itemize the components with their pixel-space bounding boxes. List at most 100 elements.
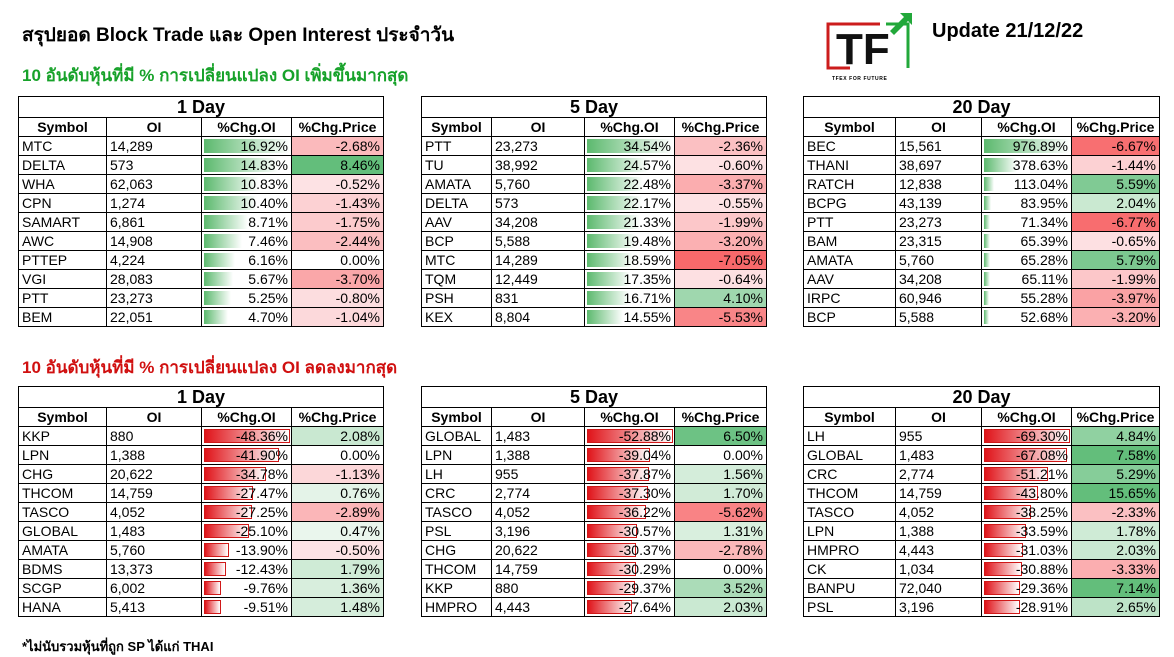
chg-oi-bar	[204, 139, 290, 153]
chg-oi-cell: 16.92%	[201, 136, 292, 156]
chg-oi-bar	[984, 429, 1070, 443]
chg-oi-cell: 22.48%	[584, 174, 675, 194]
chg-oi-value: -27.47%	[235, 485, 288, 501]
chg-oi-bar	[984, 524, 1026, 538]
table-row: BDMS 13,373 -12.43% 1.79%	[18, 559, 384, 579]
chg-oi-cell: 378.63%	[981, 155, 1072, 175]
chg-oi-value: 19.48%	[623, 233, 671, 249]
symbol-cell: PTT	[18, 288, 107, 308]
chg-price-cell: 1.31%	[674, 521, 767, 541]
chg-oi-bar	[984, 581, 1021, 595]
symbol-cell: GLOBAL	[803, 445, 896, 465]
chg-oi-value: -37.87%	[618, 466, 671, 482]
chg-price-cell: -0.65%	[1071, 231, 1160, 251]
chg-oi-value: 14.83%	[240, 157, 288, 173]
symbol-cell: PTT	[803, 212, 896, 232]
chg-oi-bar	[204, 234, 242, 248]
column-header-symbol: Symbol	[421, 117, 492, 137]
symbol-cell: THANI	[803, 155, 896, 175]
chg-price-cell: 0.00%	[291, 445, 384, 465]
symbol-cell: BAM	[803, 231, 896, 251]
chg-oi-value: 976.89%	[1012, 138, 1068, 154]
chg-oi-cell: -37.87%	[584, 464, 675, 484]
chg-oi-bar	[204, 177, 260, 191]
oi-table: 1 Day Symbol OI %Chg.OI %Chg.Price KKP 880 -48.…	[18, 386, 384, 617]
chg-oi-value: -48.36%	[235, 428, 288, 444]
chg-oi-cell: 55.28%	[981, 288, 1072, 308]
oi-cell: 12,838	[895, 174, 982, 194]
chg-oi-bar	[984, 543, 1023, 557]
table-row: SAMART 6,861 8.71% -1.75%	[18, 212, 384, 232]
chg-oi-bar	[984, 158, 1018, 172]
oi-cell: 955	[491, 464, 585, 484]
table-row: BANPU 72,040 -29.36% 7.14%	[803, 578, 1160, 598]
chg-oi-cell: -29.36%	[981, 578, 1072, 598]
chg-price-cell: 1.79%	[291, 559, 384, 579]
chg-price-cell: 1.48%	[291, 597, 384, 617]
table-period-header: 20 Day	[803, 96, 1160, 118]
symbol-cell: PTT	[421, 136, 492, 156]
tf-logo-tagline: TFEX FOR FUTURE	[832, 76, 888, 82]
table-period-header: 1 Day	[18, 96, 384, 118]
chg-oi-bar	[984, 139, 1070, 153]
chg-oi-cell: 17.35%	[584, 269, 675, 289]
table-row: BCP 5,588 19.48% -3.20%	[421, 231, 767, 251]
chg-oi-cell: 19.48%	[584, 231, 675, 251]
chg-oi-bar	[984, 215, 991, 229]
oi-cell: 573	[491, 193, 585, 213]
chg-oi-value: -39.04%	[618, 447, 671, 463]
chg-oi-cell: -30.29%	[584, 559, 675, 579]
chg-oi-cell: 34.54%	[584, 136, 675, 156]
oi-cell: 1,483	[491, 426, 585, 446]
chg-price-cell: 1.70%	[674, 483, 767, 503]
symbol-cell: CK	[803, 559, 896, 579]
table-row: PTT 23,273 34.54% -2.36%	[421, 136, 767, 156]
chg-oi-bar	[204, 600, 221, 614]
symbol-cell: HANA	[18, 597, 107, 617]
chg-price-cell: 0.76%	[291, 483, 384, 503]
oi-table: 20 Day Symbol OI %Chg.OI %Chg.Price LH 955 -69.…	[803, 386, 1160, 617]
chg-price-cell: 5.59%	[1071, 174, 1160, 194]
table-row: AMATA 5,760 22.48% -3.37%	[421, 174, 767, 194]
oi-cell: 1,388	[106, 445, 202, 465]
chg-oi-bar	[984, 234, 990, 248]
table-row: AAV 34,208 21.33% -1.99%	[421, 212, 767, 232]
chg-oi-value: 21.33%	[623, 214, 671, 230]
table-row: LPN 1,388 -33.59% 1.78%	[803, 521, 1160, 541]
symbol-cell: PSL	[421, 521, 492, 541]
chg-oi-value: -31.03%	[1015, 542, 1068, 558]
chg-oi-value: 52.68%	[1020, 309, 1068, 325]
column-header-oi: OI	[895, 117, 982, 137]
chg-oi-value: -51.21%	[1015, 466, 1068, 482]
chg-oi-bar	[204, 196, 257, 210]
table-row: TU 38,992 24.57% -0.60%	[421, 155, 767, 175]
chg-oi-bar	[984, 467, 1048, 481]
oi-cell: 60,946	[895, 288, 982, 308]
oi-cell: 5,760	[491, 174, 585, 194]
chg-oi-bar	[587, 196, 643, 210]
chg-price-cell: -0.60%	[674, 155, 767, 175]
oi-cell: 28,083	[106, 269, 202, 289]
chg-oi-value: 65.39%	[1020, 233, 1068, 249]
chg-oi-cell: -13.90%	[201, 540, 292, 560]
oi-cell: 14,289	[491, 250, 585, 270]
chg-oi-bar	[984, 196, 992, 210]
chg-price-cell: 5.79%	[1071, 250, 1160, 270]
chg-oi-cell: 18.59%	[584, 250, 675, 270]
chg-oi-cell: 6.16%	[201, 250, 292, 270]
chg-price-cell: -2.36%	[674, 136, 767, 156]
oi-cell: 22,051	[106, 307, 202, 327]
table-row: AWC 14,908 7.46% -2.44%	[18, 231, 384, 251]
oi-cell: 880	[106, 426, 202, 446]
oi-cell: 831	[491, 288, 585, 308]
chg-oi-bar	[984, 562, 1023, 576]
chg-price-cell: 1.56%	[674, 464, 767, 484]
chg-oi-bar	[587, 467, 649, 481]
symbol-cell: MTC	[421, 250, 492, 270]
chg-price-cell: -0.80%	[291, 288, 384, 308]
symbol-cell: BDMS	[18, 559, 107, 579]
column-header-chg-price: %Chg.Price	[291, 407, 384, 427]
chg-oi-cell: 113.04%	[981, 174, 1072, 194]
chg-oi-value: 5.67%	[248, 271, 288, 287]
symbol-cell: LPN	[803, 521, 896, 541]
